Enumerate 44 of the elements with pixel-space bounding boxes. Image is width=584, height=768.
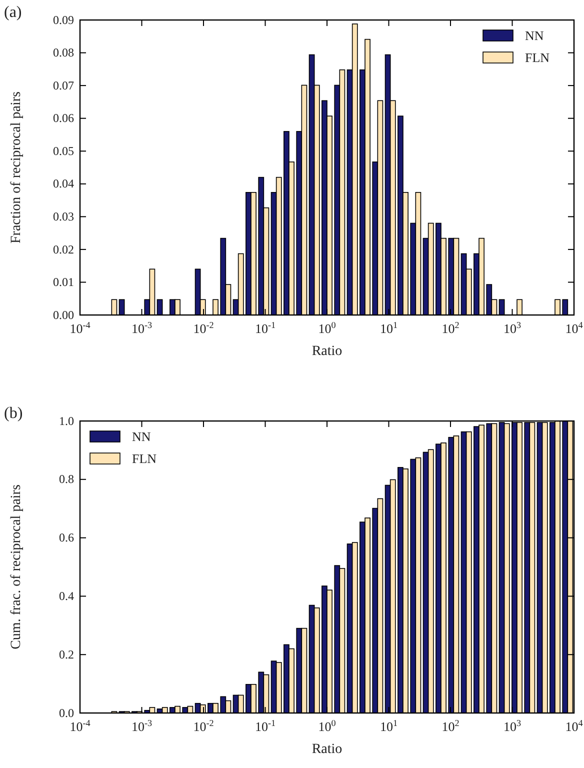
- x-tick-label: 10$^{0}$: [318, 320, 336, 336]
- x-tick-label: 10$^{-2}$: [193, 320, 214, 336]
- x-axis-title: Ratio: [312, 742, 342, 757]
- y-tick-label: 0.03: [53, 210, 74, 224]
- y-tick-label: 0.6: [59, 530, 74, 545]
- y-tick-label: 0.00: [53, 308, 74, 322]
- y-tick-label: 0.0: [59, 706, 74, 720]
- y-tick-label: 0.8: [59, 472, 74, 486]
- x-tick-label: 10$^{-2}$: [193, 718, 214, 734]
- x-tick-label: 10$^{4}$: [565, 320, 584, 336]
- text: (b): [4, 405, 23, 422]
- x-tick-label: 10$^{1}$: [380, 718, 398, 734]
- y-tick-label: 0.06: [53, 111, 74, 126]
- y-tick-label: 0.08: [53, 46, 74, 60]
- y-axis-title: Fraction of reciprocal pairs: [9, 92, 24, 244]
- x-tick-label: 10$^{3}$: [503, 718, 522, 734]
- y-tick-label: 0.09: [53, 12, 74, 27]
- x-tick-label: 10$^{-3}$: [131, 320, 152, 336]
- x-tick-label: 10$^{-1}$: [254, 320, 276, 336]
- x-tick-label: 10$^{3}$: [503, 320, 522, 336]
- y-tick-label: 0.04: [53, 176, 74, 191]
- y-tick-label: 0.2: [59, 647, 74, 662]
- y-tick-label: 0.02: [53, 242, 74, 256]
- y-tick-label: 1.0: [59, 414, 74, 428]
- x-tick-label: 10$^{4}$: [565, 718, 584, 734]
- x-tick-label: 10$^{-3}$: [131, 718, 152, 734]
- x-tick-label: 10$^{-4}$: [70, 320, 91, 336]
- y-axis-title: Cum. frac. of reciprocal pairs: [9, 484, 24, 650]
- y-tick-label: 0.4: [59, 589, 74, 604]
- y-tick-label: 0.01: [53, 275, 74, 290]
- x-tick-label: 10$^{2}$: [442, 718, 460, 734]
- x-tick-label: 10$^{0}$: [318, 718, 336, 734]
- legend-label: NN: [525, 28, 544, 43]
- y-tick-label: 0.05: [53, 144, 74, 158]
- x-tick-label: 10$^{-4}$: [70, 718, 91, 734]
- x-tick-label: 10$^{2}$: [442, 320, 460, 336]
- text: (a): [4, 4, 22, 21]
- legend-label: NN: [132, 429, 152, 444]
- x-tick-label: 10$^{1}$: [380, 320, 398, 336]
- x-tick-label: 10$^{-1}$: [254, 718, 276, 734]
- legend-label: FLN: [132, 451, 158, 466]
- legend-label: FLN: [525, 50, 550, 65]
- y-tick-label: 0.07: [53, 78, 74, 92]
- x-axis-title: Ratio: [312, 344, 342, 359]
